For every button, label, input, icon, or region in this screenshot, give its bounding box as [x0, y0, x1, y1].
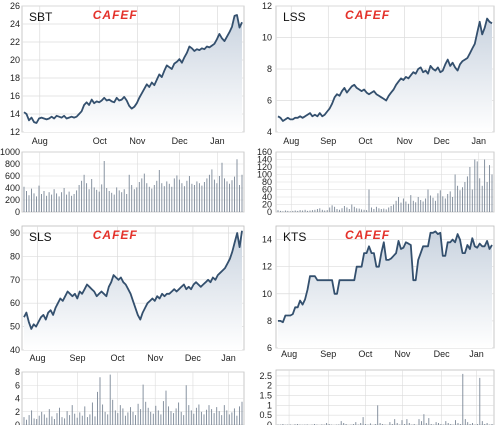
x-tick-label: Dec [434, 136, 451, 146]
y-tick-label: 40 [10, 345, 20, 355]
cafef-watermark: CAFEF [93, 8, 138, 22]
y-tick-label: 10 [262, 289, 272, 299]
x-tick-label: Oct [93, 136, 108, 146]
y-tick-label: 90 [10, 228, 20, 238]
x-tick-label: Nov [397, 136, 414, 146]
x-tick-label: Nov [129, 136, 146, 146]
volume-y-tick-label: 1.5 [259, 391, 272, 401]
volume-y-tick-label: 6 [15, 380, 20, 390]
y-tick-label: 24 [10, 19, 20, 29]
ticker-label: SLS [29, 230, 52, 244]
x-tick-label: Nov [147, 353, 164, 363]
y-tick-label: 22 [10, 37, 20, 47]
y-tick-label: 8 [267, 316, 272, 326]
y-tick-label: 50 [10, 322, 20, 332]
y-tick-label: 70 [10, 275, 20, 285]
volume-plot-frame [275, 369, 495, 425]
cafef-watermark: CAFEF [345, 228, 390, 242]
x-tick-label: Dec [185, 353, 202, 363]
x-tick-label: Oct [110, 353, 125, 363]
y-tick-label: 6 [267, 343, 272, 353]
volume-y-tick-label: 1000 [0, 147, 20, 157]
volume-y-tick-label: 8 [15, 367, 20, 377]
ticker-label: LSS [283, 10, 306, 24]
price-area [24, 15, 242, 132]
volume-y-tick-label: 800 [5, 159, 20, 169]
price-line [277, 17, 493, 122]
y-tick-label: 80 [10, 251, 20, 261]
price-line [278, 230, 493, 324]
volume-y-tick-label: 1 [267, 400, 272, 410]
x-tick-label: Jan [471, 136, 486, 146]
ticker-label: KTS [283, 230, 306, 244]
volume-plot-frame [21, 151, 245, 213]
y-tick-label: 14 [262, 235, 272, 245]
volume-y-tick-label: 40 [262, 192, 272, 202]
x-tick-label: Aug [283, 136, 299, 146]
y-tick-label: 60 [10, 298, 20, 308]
y-tick-label: 12 [262, 1, 272, 11]
y-tick-label: 4 [267, 127, 272, 137]
x-tick-label: Aug [30, 353, 46, 363]
y-tick-label: 12 [262, 262, 272, 272]
chart-panel-sls: 40 50 60 70 80 90 Aug Sep Oct Nov Dec Jan CAFEF SLS 0 2… [10, 225, 245, 425]
chart-panel-sbt: 12 14 16 18 20 22 24 26 Aug Oct Nov Dec Jan CAFEF SBT 0… [0, 1, 245, 217]
x-tick-label: Dec [434, 349, 451, 359]
y-tick-label: 16 [10, 91, 20, 101]
volume-y-tick-label: 0 [267, 420, 272, 425]
volume-y-tick-label: 20 [262, 200, 272, 210]
volume-y-tick-label: 140 [257, 155, 272, 165]
volume-y-tick-label: 0 [267, 207, 272, 217]
price-line [23, 230, 243, 330]
y-tick-label: 18 [10, 73, 20, 83]
x-tick-label: Aug [281, 349, 297, 359]
x-tick-label: Oct [358, 349, 373, 359]
y-tick-label: 8 [267, 64, 272, 74]
x-tick-label: Oct [358, 136, 373, 146]
volume-y-tick-label: 0 [15, 420, 20, 425]
x-tick-label: Sep [69, 353, 85, 363]
x-tick-label: Aug [32, 136, 48, 146]
x-tick-label: Sep [320, 349, 336, 359]
x-tick-label: Nov [394, 349, 411, 359]
volume-y-tick-label: 4 [15, 394, 20, 404]
volume-y-tick-label: 2.5 [259, 371, 272, 381]
price-area [24, 230, 242, 350]
price-line [23, 14, 243, 124]
volume-y-tick-label: 160 [257, 147, 272, 157]
volume-y-tick-label: 600 [5, 171, 20, 181]
y-tick-label: 12 [10, 127, 20, 137]
cafef-watermark: CAFEF [345, 8, 390, 22]
x-tick-label: Jan [469, 349, 484, 359]
y-tick-label: 6 [267, 96, 272, 106]
cafef-watermark: CAFEF [93, 228, 138, 242]
ticker-label: SBT [29, 10, 53, 24]
volume-y-tick-label: 400 [5, 183, 20, 193]
volume-y-tick-label: 200 [5, 195, 20, 205]
chart-panel-kts: 6 8 10 12 14 Aug Sep Oct Nov Dec Jan CAFEF KTS 00.511… [259, 225, 495, 425]
chart-panel-lss: 4 6 8 10 12 Aug Sep Oct Nov Dec Jan CAFEF LSS 0204060… [257, 1, 495, 217]
x-tick-label: Jan [210, 136, 225, 146]
volume-y-tick-label: 0 [15, 207, 20, 217]
volume-y-tick-label: 80 [262, 177, 272, 187]
volume-y-tick-label: 0.5 [259, 410, 272, 420]
x-tick-label: Sep [320, 136, 336, 146]
price-area [278, 231, 492, 348]
volume-y-tick-label: 2 [267, 381, 272, 391]
volume-y-tick-label: 100 [257, 170, 272, 180]
y-tick-label: 14 [10, 109, 20, 119]
x-tick-label: Dec [172, 136, 189, 146]
y-tick-label: 10 [262, 33, 272, 43]
volume-y-tick-label: 60 [262, 185, 272, 195]
y-tick-label: 26 [10, 1, 20, 11]
y-tick-label: 20 [10, 55, 20, 65]
x-tick-label: Jan [221, 353, 236, 363]
volume-y-tick-label: 120 [257, 162, 272, 172]
price-area [278, 18, 492, 133]
volume-y-tick-label: 2 [15, 407, 20, 417]
